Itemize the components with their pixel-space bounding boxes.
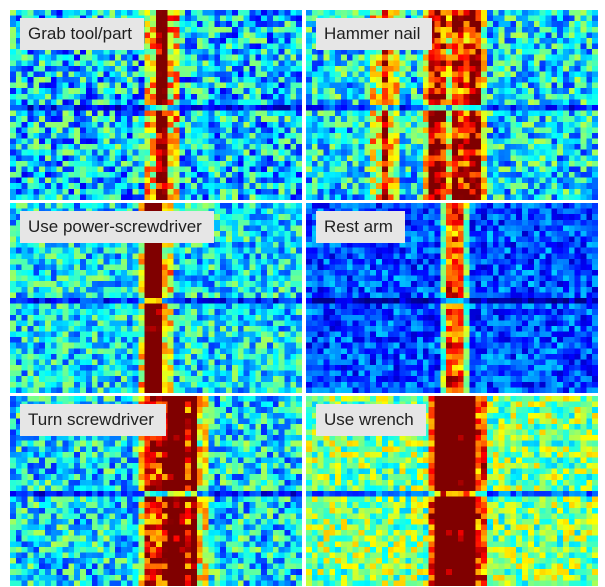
heatmap-panel-hammer-nail: Hammer nail — [306, 10, 598, 200]
heatmap-panel-rest-arm: Rest arm — [306, 203, 598, 393]
heatmap-panel-use-wrench: Use wrench — [306, 396, 598, 586]
panel-title: Use wrench — [316, 404, 426, 436]
panel-title: Hammer nail — [316, 18, 433, 50]
heatmap-panel-use-power-screwdriver: Use power-screwdriver — [10, 203, 302, 393]
heatmap-panel-turn-screwdriver: Turn screwdriver — [10, 396, 302, 586]
panel-title: Grab tool/part — [20, 18, 144, 50]
panel-title: Turn screwdriver — [20, 404, 166, 436]
heatmap-panel-grab-tool: Grab tool/part — [10, 10, 302, 200]
panel-title: Use power-screwdriver — [20, 211, 214, 243]
panel-title: Rest arm — [316, 211, 405, 243]
